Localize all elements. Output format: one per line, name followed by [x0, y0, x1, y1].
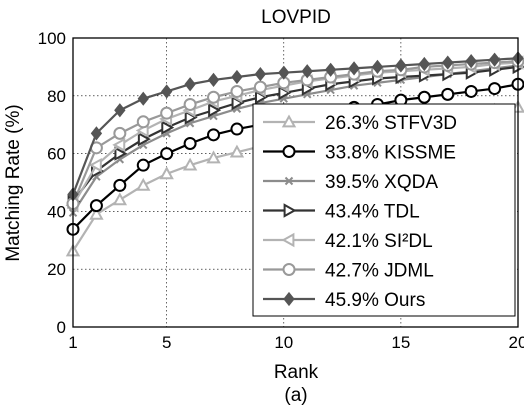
data-point [114, 128, 125, 139]
data-point [208, 129, 219, 140]
y-tick-label: 20 [47, 260, 66, 279]
data-point [231, 124, 242, 135]
legend-label: 42.7% JDML [325, 261, 434, 282]
data-point [466, 86, 477, 97]
legend-label: 45.9% Ours [325, 290, 425, 311]
data-point [161, 148, 172, 159]
data-point [161, 168, 172, 178]
data-point [442, 89, 453, 100]
data-point [233, 72, 242, 83]
data-point [256, 69, 265, 80]
data-point [279, 67, 288, 78]
x-tick-label: 20 [509, 333, 524, 352]
data-point [114, 194, 125, 204]
data-point [209, 74, 218, 85]
x-tick-label: 10 [274, 333, 293, 352]
data-point [161, 108, 172, 119]
data-point [231, 147, 242, 157]
data-point [139, 93, 148, 104]
x-tick-label: 5 [162, 333, 171, 352]
y-tick-label: 40 [47, 202, 66, 221]
figure-caption: (a) [284, 385, 307, 406]
x-tick-label: 1 [68, 333, 77, 352]
legend-label: 26.3% STFV3D [325, 113, 457, 134]
x-tick-label: 15 [391, 333, 410, 352]
data-point [185, 138, 196, 149]
data-point [138, 180, 149, 190]
y-tick-label: 80 [47, 87, 66, 106]
data-point [91, 200, 102, 211]
legend-marker [284, 146, 295, 157]
legend-label: 33.8% KISSME [325, 143, 456, 164]
y-axis-label: Matching Rate (%) [3, 104, 24, 261]
y-tick-label: 60 [47, 145, 66, 164]
chart-title: LOVPID [261, 7, 331, 28]
legend-label: 42.1% SI²DL [325, 231, 433, 252]
data-point [231, 86, 242, 97]
data-point [208, 92, 219, 103]
data-point [138, 116, 149, 127]
data-point [162, 86, 171, 97]
x-axis-label: Rank [274, 362, 319, 383]
legend-marker [284, 264, 295, 275]
y-tick-label: 0 [57, 318, 66, 337]
data-point [114, 180, 125, 191]
data-point [208, 152, 219, 162]
data-point [255, 82, 266, 93]
data-point [138, 160, 149, 171]
legend: 26.3% STFV3D 33.8% KISSME 39.5% XQDA 43.4% … [253, 104, 515, 316]
legend-label: 39.5% XQDA [325, 172, 438, 193]
legend-label: 43.4% TDL [325, 202, 420, 223]
y-tick-label: 100 [38, 29, 66, 48]
data-point [185, 99, 196, 110]
data-point [185, 160, 196, 170]
data-point [419, 92, 430, 103]
data-point [489, 83, 500, 94]
data-point [186, 79, 195, 90]
